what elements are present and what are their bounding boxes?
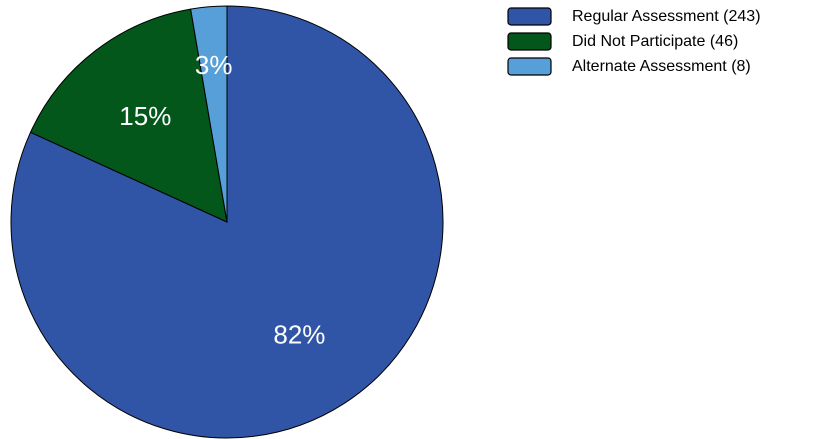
legend-label-0: Regular Assessment (243) [572, 8, 761, 25]
pie-slices [10, 5, 444, 439]
pie-slice-2 [190, 5, 228, 223]
legend-swatch-1 [507, 32, 552, 51]
legend-label-1: Did Not Participate (46) [572, 33, 738, 50]
pie-percent-labels: 82% 15% 3% [119, 50, 325, 350]
pie-slice-label-1: 15% [119, 101, 171, 131]
legend-label-2: Alternate Assessment (8) [572, 58, 751, 75]
legend: Regular Assessment (243) Did Not Particip… [507, 7, 761, 76]
legend-swatch-0 [507, 7, 552, 26]
pie-slice-label-2: 3% [195, 50, 233, 80]
pie-slice-1 [29, 8, 228, 223]
legend-swatch-2 [507, 57, 552, 76]
pie-slice-label-0: 82% [273, 320, 325, 350]
